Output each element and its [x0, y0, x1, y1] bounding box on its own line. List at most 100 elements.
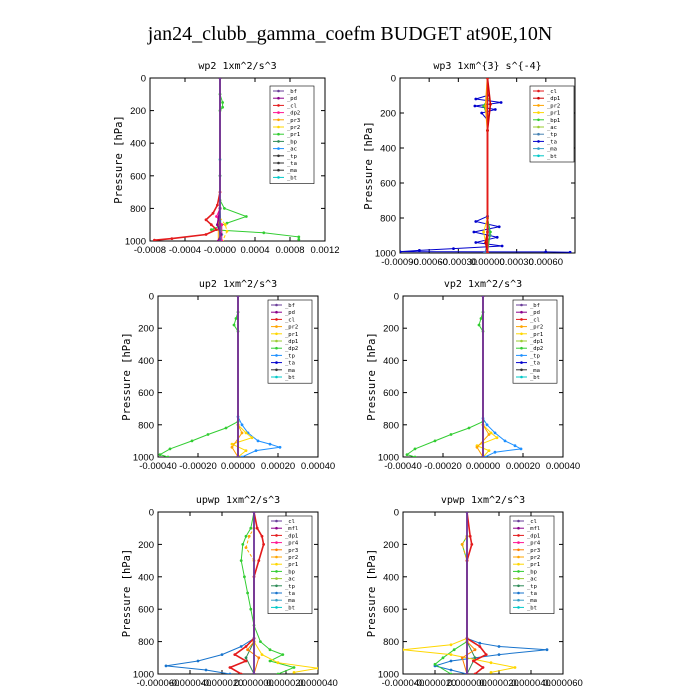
- data-point: [497, 645, 501, 648]
- data-point: [221, 105, 225, 109]
- data-point: [473, 656, 477, 660]
- data-point: [513, 666, 517, 669]
- data-point: [472, 659, 475, 663]
- x-tick-label: 0.00000: [466, 461, 500, 472]
- legend-label: _dp1: [527, 533, 540, 539]
- plot-frame: [402, 511, 564, 675]
- data-point: [449, 668, 453, 672]
- data-point: [487, 449, 491, 452]
- legend-label: _dp2: [287, 111, 300, 117]
- legend-label: _dp2: [530, 346, 543, 352]
- series-group: [403, 512, 549, 674]
- panel-vpwp: vpwp 1xm^2/s^3 Pressure [hPa] 0 200 400 600 80…: [366, 495, 583, 689]
- legend-box: [509, 515, 555, 614]
- y-axis-label: Pressure [hPa]: [113, 115, 125, 204]
- legend-marker: [517, 526, 520, 530]
- data-point: [164, 664, 168, 668]
- legend-label: _pr2: [285, 325, 298, 331]
- legend-marker: [520, 303, 523, 307]
- legend-label: _pr3: [527, 548, 540, 554]
- data-point: [220, 223, 224, 227]
- data-point: [413, 447, 417, 451]
- data-point: [449, 672, 453, 674]
- legend-marker: [277, 125, 280, 129]
- data-point: [257, 559, 261, 562]
- data-point: [268, 659, 272, 663]
- data-point: [228, 672, 232, 674]
- legend-label: _tp: [287, 154, 297, 160]
- legend-label: _ma: [527, 598, 537, 604]
- panel-title: vpwp 1xm^2/s^3: [441, 495, 525, 506]
- legend-marker: [520, 346, 523, 350]
- legend-label: _dp1: [530, 339, 543, 345]
- y-tick-label: 1000: [378, 453, 399, 464]
- legend: _cl_dp1_pr2 _pr1_bp1_ac_tp_ta _ma_bt: [529, 85, 575, 163]
- legend-label: _bf: [287, 89, 297, 95]
- data-point: [493, 431, 497, 435]
- legend-label: _pr2: [547, 103, 560, 109]
- data-point: [170, 237, 174, 241]
- panel-title: up2 1xm^2/s^3: [199, 279, 277, 290]
- y-axis-label: Pressure [hPa]: [121, 549, 133, 638]
- data-point: [316, 666, 318, 670]
- data-point: [449, 643, 453, 647]
- data-point: [239, 559, 243, 562]
- legend-label: _bf: [285, 303, 295, 309]
- legend: _cl_mfl_dp1_pr4_pr3_pr2_pr1_bp_ac_tp_ta_…: [267, 515, 313, 614]
- legend-label: _pr2: [527, 555, 540, 561]
- figure-title: jan24_clubb_gamma_coefm BUDGET at90E,10N: [147, 23, 553, 45]
- x-tick-label: 0.000020: [479, 678, 519, 689]
- x-tick-label: -0.00060: [410, 257, 448, 268]
- data-point: [247, 534, 251, 538]
- legend-label: _cl: [285, 519, 295, 525]
- legend: _cl_mfl_dp1_pr4_pr3_pr2_pr1_bp_ac_tp_ta_…: [509, 515, 555, 614]
- legend-label: _dp1: [547, 96, 560, 102]
- data-point: [493, 108, 497, 111]
- data-point: [460, 543, 464, 546]
- series-group: [164, 512, 318, 674]
- legend-marker: [537, 154, 540, 158]
- legend-marker: [277, 168, 280, 172]
- y-tick-label: 1000: [378, 670, 399, 681]
- data-point: [262, 543, 265, 546]
- data-point: [499, 101, 503, 104]
- series-line-ta: [433, 512, 548, 674]
- series-line-bp: [434, 512, 468, 674]
- legend-label: _dp2: [285, 346, 298, 352]
- legend-marker: [275, 555, 278, 559]
- data-point: [500, 244, 504, 248]
- legend-marker: [275, 303, 278, 307]
- legend-marker: [277, 161, 280, 165]
- legend-marker: [275, 548, 278, 552]
- legend-marker: [277, 96, 280, 100]
- data-point: [472, 230, 476, 234]
- legend-marker: [277, 104, 280, 107]
- data-point: [257, 656, 261, 660]
- data-point: [297, 238, 301, 241]
- legend-label: _cl: [530, 317, 540, 323]
- y-tick-label: 1000: [375, 249, 396, 260]
- data-point: [483, 251, 486, 253]
- legend-marker: [277, 140, 280, 143]
- y-tick-label: 0: [394, 292, 399, 303]
- data-point: [256, 439, 260, 443]
- data-point: [495, 235, 499, 239]
- legend-marker: [537, 96, 540, 100]
- legend-marker: [275, 375, 278, 379]
- data-point: [249, 607, 253, 611]
- x-tick-label: 0.00040: [301, 461, 335, 472]
- data-point: [276, 672, 280, 674]
- series-line-dp2: [405, 296, 484, 457]
- legend-label: _ta: [530, 361, 540, 367]
- legend: _bf_pd_cl _dp2_pr3_pr2_pr1_bp _ac_tp_ta_ma…: [269, 85, 315, 184]
- legend-box: [267, 515, 313, 614]
- legend-marker: [277, 111, 280, 114]
- x-tick-label: 0.00040: [546, 461, 580, 472]
- y-tick-label: 800: [383, 420, 399, 431]
- legend-marker: [517, 562, 520, 566]
- x-tick-label: 0.0008: [275, 245, 304, 256]
- data-point: [487, 433, 491, 436]
- data-point: [484, 104, 487, 108]
- y-tick-label: 200: [138, 540, 154, 551]
- x-tick-label: -0.00020: [424, 461, 462, 472]
